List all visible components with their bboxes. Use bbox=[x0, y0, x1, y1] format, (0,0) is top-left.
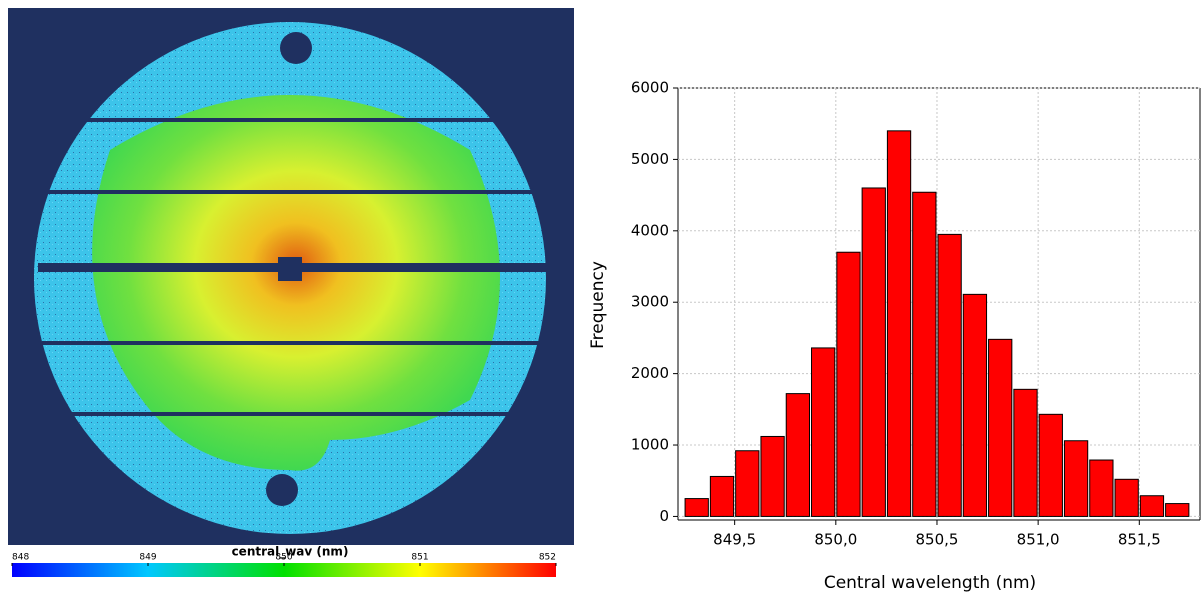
bar bbox=[709, 475, 735, 517]
x-axis-label: Central wavelength (nm) bbox=[824, 573, 1036, 593]
x-tick-label: 851,5 bbox=[1118, 531, 1161, 549]
colorbar bbox=[12, 563, 556, 577]
bar bbox=[785, 393, 811, 517]
colorbar-tick-label: 852 bbox=[539, 553, 556, 563]
bar bbox=[1089, 459, 1114, 517]
scan-gaps bbox=[38, 32, 548, 506]
bar bbox=[1139, 495, 1165, 517]
wafer-map bbox=[8, 8, 574, 545]
y-tick-label: 3000 bbox=[631, 293, 669, 311]
y-tick-label: 6000 bbox=[631, 79, 669, 97]
bar bbox=[1063, 440, 1089, 517]
y-tick-label: 5000 bbox=[631, 150, 669, 168]
bar bbox=[760, 435, 785, 517]
bar bbox=[1114, 478, 1139, 517]
x-tick-label: 849,5 bbox=[713, 531, 756, 549]
colorbar-tick-label: 848 bbox=[12, 553, 29, 563]
bar bbox=[1038, 413, 1063, 517]
y-tick-label: 4000 bbox=[631, 221, 669, 239]
colorbar-tick-label: 849 bbox=[139, 553, 156, 563]
x-tick-label: 851,0 bbox=[1017, 531, 1060, 549]
x-tick-label: 850,0 bbox=[814, 531, 857, 549]
bar bbox=[937, 233, 962, 517]
bar bbox=[912, 191, 937, 517]
bar bbox=[684, 498, 709, 517]
bar bbox=[735, 450, 760, 517]
bar bbox=[886, 130, 912, 517]
y-axis-label: Frequency bbox=[588, 261, 608, 349]
colorbar-tick-label: 851 bbox=[411, 553, 428, 563]
y-tick-label: 1000 bbox=[631, 436, 669, 454]
bar bbox=[962, 293, 988, 517]
y-tick-label: 2000 bbox=[631, 364, 669, 382]
y-tick-label: 0 bbox=[659, 507, 669, 525]
bar bbox=[1013, 388, 1038, 517]
bar bbox=[988, 338, 1013, 517]
colorbar-title: central_wav (nm) bbox=[232, 545, 349, 560]
colorbar-tick-label: 850 bbox=[275, 553, 292, 563]
bar bbox=[1165, 503, 1190, 517]
bar bbox=[811, 347, 836, 517]
bar bbox=[836, 251, 861, 517]
x-tick-label: 850,5 bbox=[916, 531, 959, 549]
bar bbox=[861, 187, 886, 517]
wafer-core bbox=[92, 95, 500, 471]
